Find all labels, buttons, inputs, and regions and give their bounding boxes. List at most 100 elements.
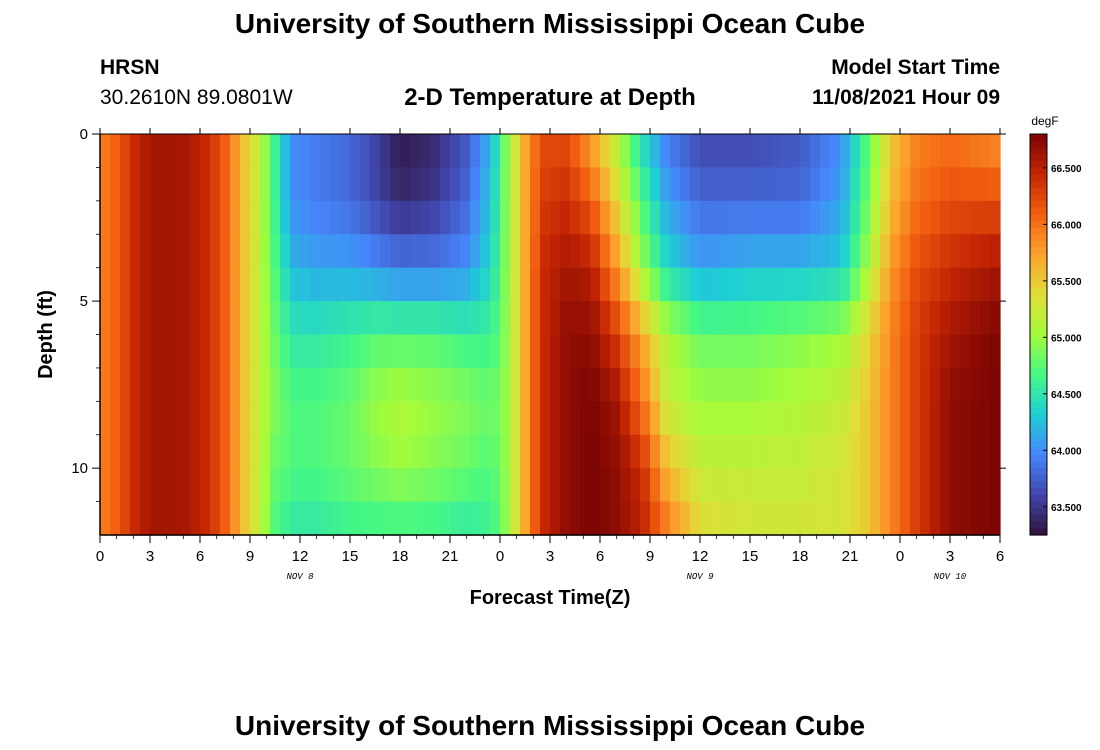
heatmap-cell: [610, 200, 621, 235]
heatmap-cell: [130, 501, 141, 536]
heatmap-cell: [720, 167, 731, 202]
heatmap-cell: [140, 234, 151, 269]
heatmap-cell: [850, 367, 861, 402]
heatmap-cell: [640, 434, 651, 469]
heatmap-cell: [420, 167, 431, 202]
heatmap-cell: [760, 267, 771, 302]
heatmap-cell: [110, 367, 121, 402]
colorbar-segment: [1030, 347, 1047, 356]
heatmap-cell: [350, 267, 361, 302]
heatmap-cell: [850, 501, 861, 536]
heatmap-cell: [330, 401, 341, 436]
heatmap-cell: [410, 367, 421, 402]
heatmap-cell: [550, 468, 561, 503]
heatmap-cell: [350, 301, 361, 336]
heatmap-cell: [150, 434, 161, 469]
heatmap-cell: [140, 200, 151, 235]
heatmap-cell: [220, 267, 231, 302]
heatmap-cell: [300, 234, 311, 269]
heatmap-cell: [590, 468, 601, 503]
heatmap-cell: [420, 334, 431, 369]
heatmap-cell: [930, 468, 941, 503]
heatmap-cell: [790, 200, 801, 235]
heatmap-cell: [750, 167, 761, 202]
heatmap-cell: [840, 434, 851, 469]
heatmap-cell: [700, 167, 711, 202]
heatmap-cell: [190, 434, 201, 469]
heatmap-cell: [250, 167, 261, 202]
heatmap-cell: [930, 367, 941, 402]
heatmap-cell: [210, 167, 221, 202]
heatmap-cell: [940, 334, 951, 369]
x-axis-title: Forecast Time(Z): [470, 587, 631, 609]
heatmap-cell: [480, 167, 491, 202]
heatmap-cell: [750, 468, 761, 503]
heatmap-cell: [290, 234, 301, 269]
heatmap-cell: [780, 401, 791, 436]
heatmap-cell: [630, 167, 641, 202]
heatmap-cell: [190, 301, 201, 336]
heatmap-cell: [280, 367, 291, 402]
heatmap-cell: [850, 434, 861, 469]
heatmap-cell: [500, 401, 511, 436]
heatmap-cell: [260, 301, 271, 336]
heatmap-cell: [930, 200, 941, 235]
y-tick-label: 5: [80, 293, 88, 310]
x-tick-label: 3: [946, 548, 954, 565]
heatmap-cell: [800, 200, 811, 235]
heatmap-cell: [790, 401, 801, 436]
colorbar-frame: [1029, 133, 1048, 536]
heatmap-cell: [160, 301, 171, 336]
heatmap-cell: [470, 134, 481, 169]
heatmap-cell: [130, 234, 141, 269]
heatmap-cell: [480, 401, 491, 436]
heatmap-cell: [990, 234, 1001, 269]
heatmap-cell: [570, 267, 581, 302]
heatmap-cell: [580, 401, 591, 436]
heatmap-cell: [940, 200, 951, 235]
heatmap-cell: [200, 434, 211, 469]
heatmap-cell: [540, 301, 551, 336]
heatmap-cell: [480, 234, 491, 269]
heatmap-cell: [160, 200, 171, 235]
heatmap-cell: [100, 501, 111, 536]
heatmap-cell: [880, 301, 891, 336]
heatmap-cell: [360, 367, 371, 402]
heatmap-cell: [700, 134, 711, 169]
heatmap-cell: [590, 401, 601, 436]
heatmap-cell: [170, 434, 181, 469]
heatmap-cell: [270, 501, 281, 536]
heatmap-cell: [250, 334, 261, 369]
heatmap-cell: [480, 501, 491, 536]
heatmap-cell: [760, 234, 771, 269]
heatmap-cell: [510, 134, 521, 169]
heatmap-cell: [630, 267, 641, 302]
heatmap-cell: [680, 200, 691, 235]
heatmap-cell: [430, 401, 441, 436]
heatmap-cell: [760, 367, 771, 402]
colorbar-segment: [1030, 274, 1047, 282]
heatmap-cell: [730, 267, 741, 302]
heatmap-cell: [390, 334, 401, 369]
x-tick-label: 9: [646, 548, 654, 565]
heatmap-cell: [200, 200, 211, 235]
heatmap-cell: [470, 468, 481, 503]
heatmap-cell: [660, 434, 671, 469]
heatmap-cell: [230, 401, 241, 436]
heatmap-cell: [100, 468, 111, 503]
heatmap-cell: [150, 200, 161, 235]
heatmap-cell: [180, 468, 191, 503]
heatmap-cell: [630, 401, 641, 436]
heatmap-cell: [520, 167, 531, 202]
heatmap-cell: [550, 234, 561, 269]
heatmap-cell: [260, 468, 271, 503]
heatmap-cell: [230, 334, 241, 369]
heatmap-cell: [120, 468, 131, 503]
heatmap-cell: [100, 234, 111, 269]
heatmap-cell: [330, 134, 341, 169]
heatmap-cell: [560, 301, 571, 336]
heatmap-cell: [320, 401, 331, 436]
heatmap-cell: [670, 200, 681, 235]
heatmap-cell: [310, 234, 321, 269]
heatmap-cell: [310, 501, 321, 536]
